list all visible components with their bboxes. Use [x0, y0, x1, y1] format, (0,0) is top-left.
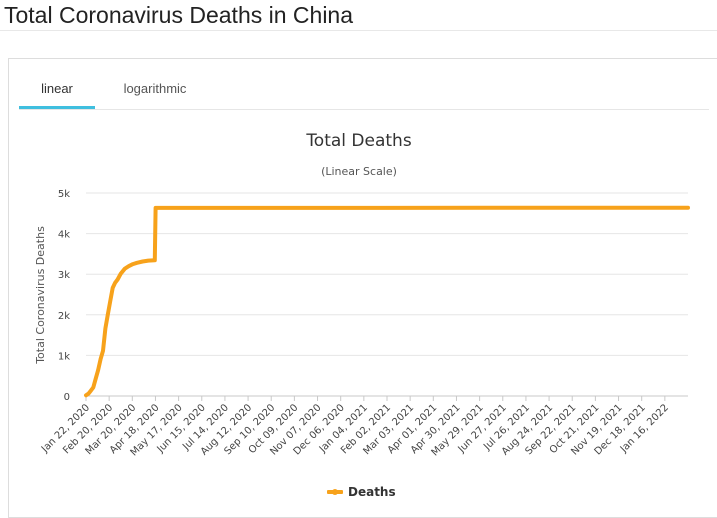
chart-card: linear logarithmic: [8, 58, 717, 518]
chart-svg: Total Deaths (Linear Scale) Total Corona…: [34, 131, 690, 499]
legend-marker-deaths: [332, 489, 338, 495]
y-tick-label: 2k: [58, 311, 70, 322]
scale-tabs: linear logarithmic: [19, 69, 709, 110]
tab-linear[interactable]: linear: [19, 69, 95, 109]
title-divider: [0, 30, 717, 31]
legend-label-deaths: Deaths: [348, 485, 396, 499]
y-tick-label: 0: [64, 392, 70, 403]
y-tick-label: 1k: [58, 351, 70, 362]
y-tick-label: 5k: [58, 189, 70, 200]
gridlines: [86, 192, 688, 397]
legend[interactable]: Deaths: [327, 485, 396, 499]
y-axis-ticks: 0 1k 2k 3k 4k 5k: [58, 189, 70, 403]
chart-title: Total Deaths: [305, 131, 412, 151]
y-tick-label: 3k: [58, 270, 70, 281]
tab-logarithmic[interactable]: logarithmic: [123, 81, 187, 96]
series-line-deaths: [84, 205, 690, 398]
y-tick-label: 4k: [58, 230, 70, 241]
y-axis-label: Total Coronavirus Deaths: [34, 226, 47, 365]
page-title: Total Coronavirus Deaths in China: [4, 2, 354, 28]
chart-subtitle: (Linear Scale): [321, 165, 397, 178]
